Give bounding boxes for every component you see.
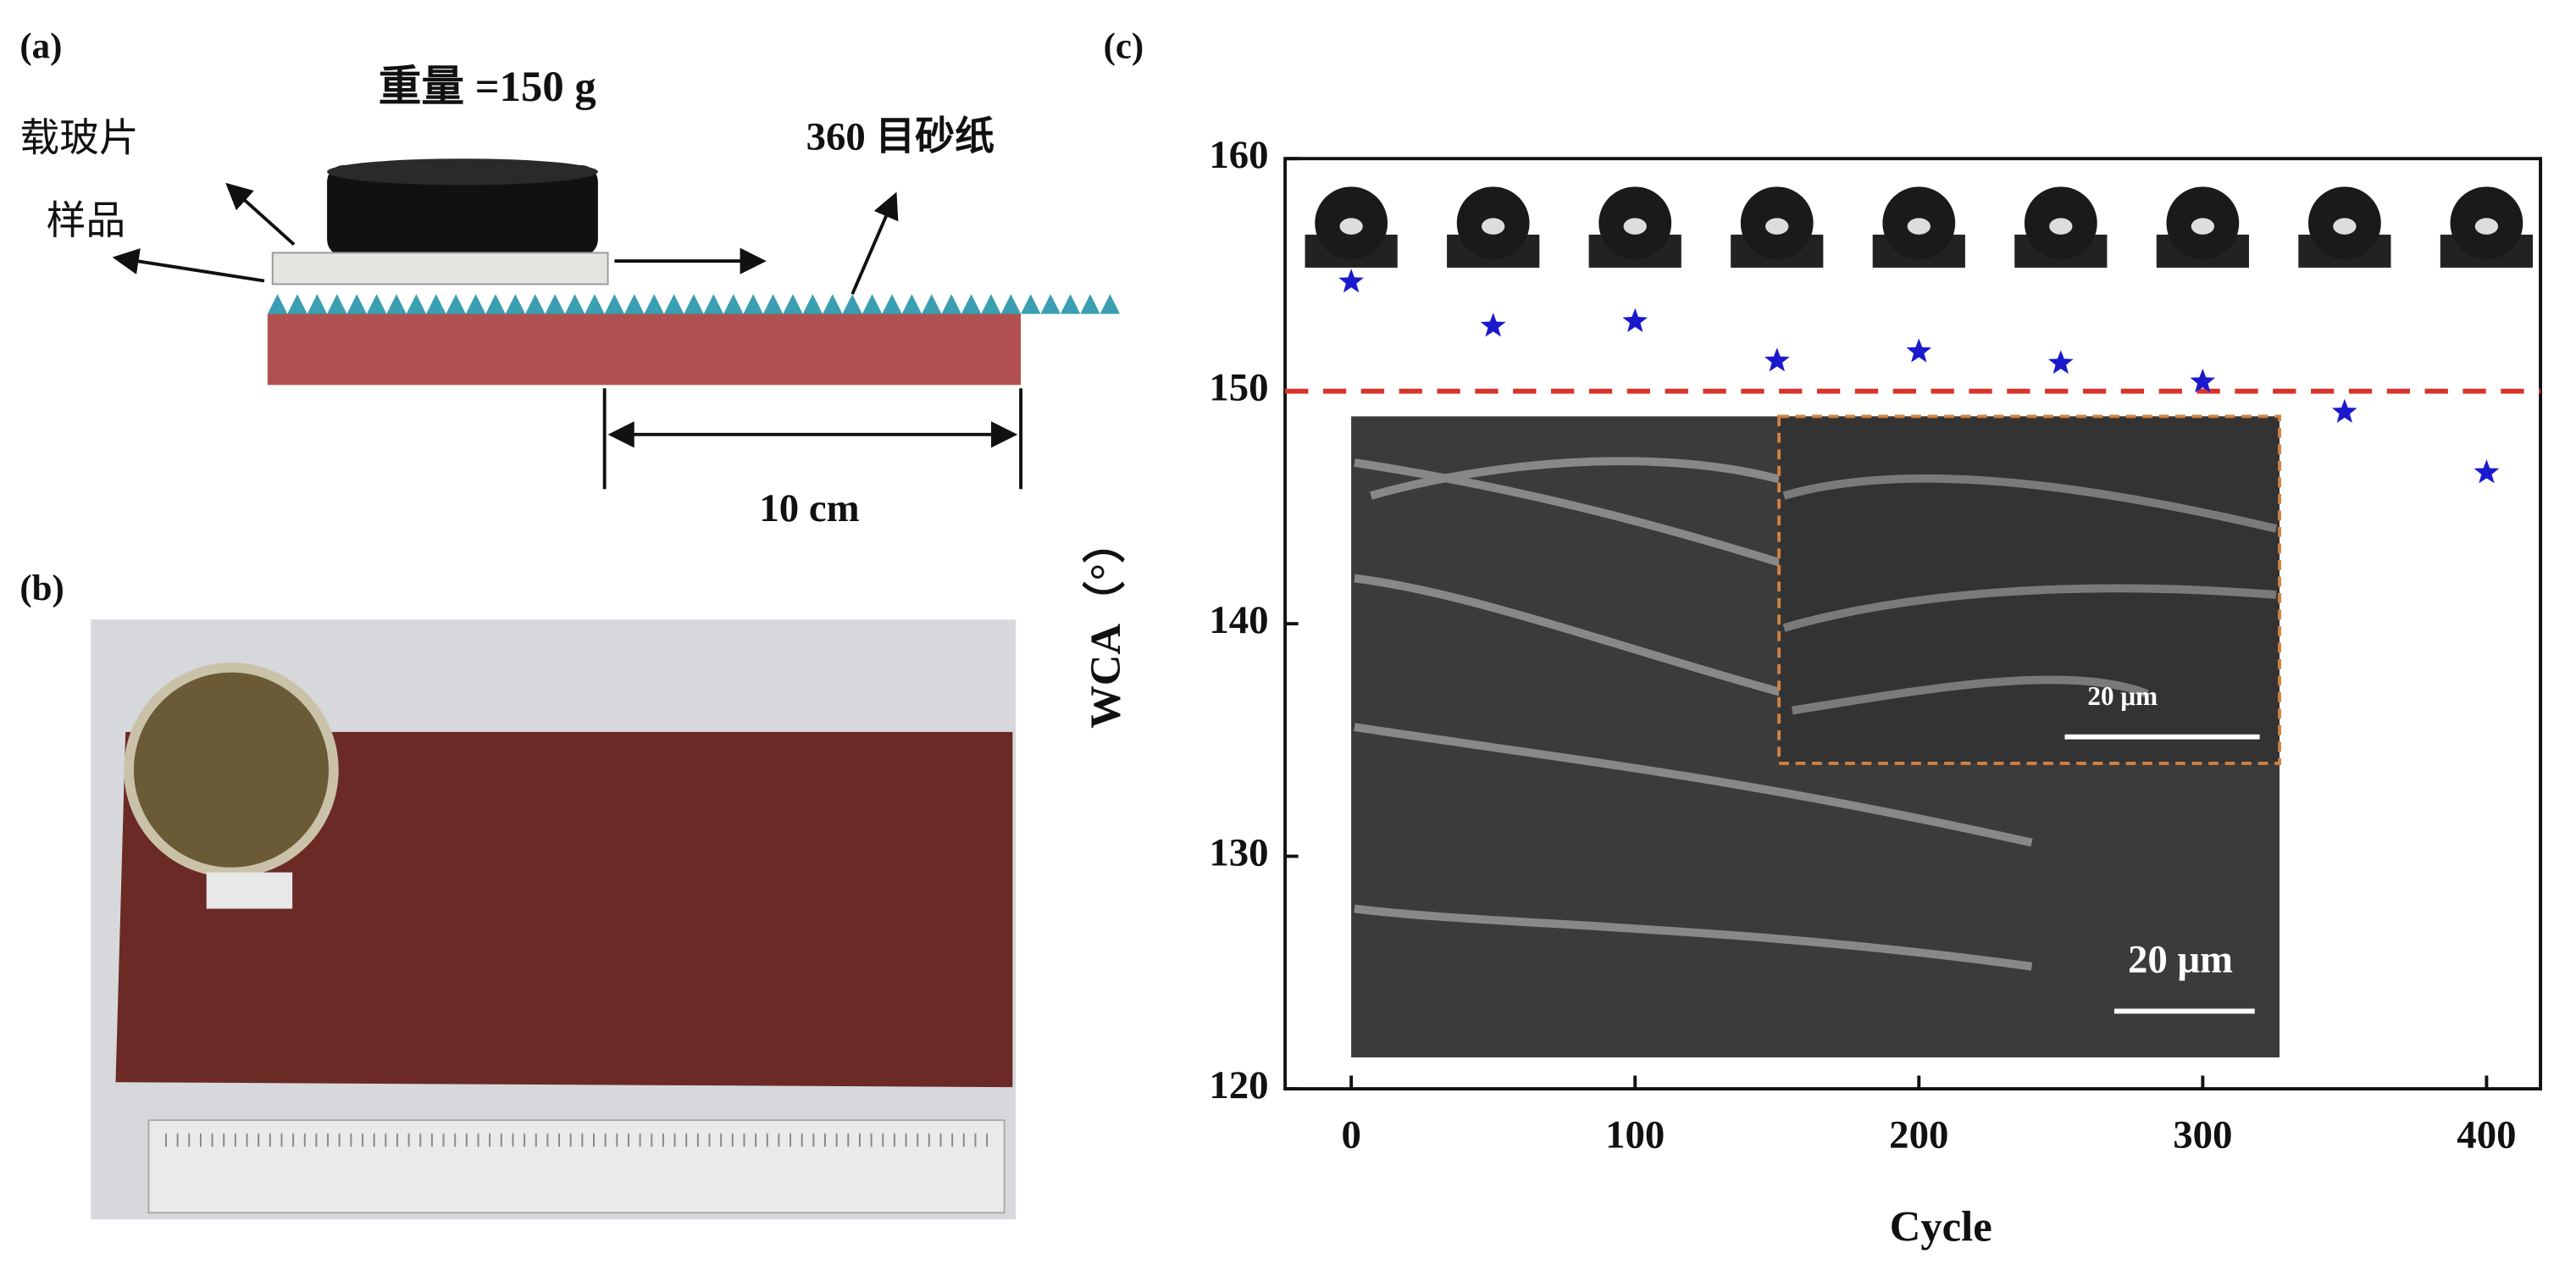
y-tick-label: 160 [1209, 133, 1268, 177]
sem-fibers [1354, 457, 2033, 971]
x-tick-label: 0 [1341, 1112, 1360, 1157]
slide-label: 载玻片 [19, 115, 138, 161]
y-tick-label: 140 [1209, 598, 1268, 642]
y-axis-title: WCA（°） [1082, 520, 1129, 729]
data-point [2047, 350, 2074, 374]
slide-arrow [225, 182, 296, 247]
x-tick-label: 400 [2457, 1112, 2516, 1157]
scale-bar-label: 20 μm [2087, 681, 2158, 711]
distance-label: 10 cm [759, 486, 859, 530]
droplet-highlight [1482, 218, 1505, 235]
x-axis-title: Cycle [1890, 1202, 1992, 1250]
y-tick-label: 130 [1209, 830, 1268, 874]
sandpaper-photo [115, 731, 1013, 1088]
panel-label: (b) [19, 569, 64, 608]
droplet-image [2298, 186, 2391, 268]
droplet-image [1447, 186, 1540, 268]
droplet-image [2156, 186, 2249, 268]
data-point [1480, 313, 1506, 337]
sample-arrow [112, 247, 265, 283]
sandpaper-base [267, 313, 1022, 386]
weight [327, 165, 598, 257]
sample-holder [124, 662, 339, 878]
weight-top [327, 158, 598, 186]
droplet-highlight [1339, 218, 1363, 235]
droplet-highlight [2474, 218, 2499, 235]
droplet-highlight [1907, 218, 1931, 235]
y-tick-label: 120 [1209, 1063, 1268, 1107]
droplet-image [1872, 186, 1965, 268]
data-point [2190, 369, 2216, 393]
panel-a: (a) 重量 =150 g 载玻片 样品 360 目砂纸 10 cm [19, 26, 1121, 530]
sample-label: 样品 [47, 198, 126, 244]
data-point [1906, 338, 1932, 363]
droplet-highlight [1623, 218, 1647, 235]
ruler [147, 1119, 1005, 1214]
droplet-image [1305, 186, 1398, 268]
panel-label: (a) [19, 26, 62, 66]
panel-c: (c) 20 μm 20 μm Cycle WCA（°） 120 130 140 15… [1082, 26, 2543, 1250]
droplet-highlight [1765, 218, 1789, 235]
sandpaper-label: 360 目砂纸 [806, 114, 994, 158]
x-tick-label: 300 [2173, 1112, 2232, 1157]
slide [271, 252, 609, 286]
droplet-highlight [2049, 218, 2073, 235]
droplet-highlight [2191, 218, 2214, 235]
x-tick-label: 200 [1889, 1112, 1948, 1157]
droplet-image [1731, 186, 1824, 268]
sandpaper-grit [267, 294, 1121, 314]
weight-label: 重量 =150 g [379, 63, 596, 110]
data-point [1764, 347, 1790, 372]
panel-label: (c) [1104, 26, 1144, 66]
sem-inset-fibers [1782, 474, 2278, 715]
data-point [2474, 459, 2500, 484]
y-tick-label: 150 [1209, 365, 1268, 409]
data-point [2331, 398, 2357, 424]
data-point [1338, 269, 1364, 293]
x-tick-label: 100 [1605, 1112, 1665, 1157]
scale-bar-label: 20 μm [2128, 938, 2233, 982]
droplet-image [2014, 186, 2108, 268]
sandpaper-arrow [850, 191, 899, 295]
droplet-image [1588, 186, 1681, 268]
droplet-image [2440, 186, 2534, 268]
droplet-highlight [2333, 218, 2357, 235]
slide-photo [206, 872, 293, 909]
panel-b: (b) [19, 569, 1017, 1220]
data-point [1622, 308, 1648, 332]
